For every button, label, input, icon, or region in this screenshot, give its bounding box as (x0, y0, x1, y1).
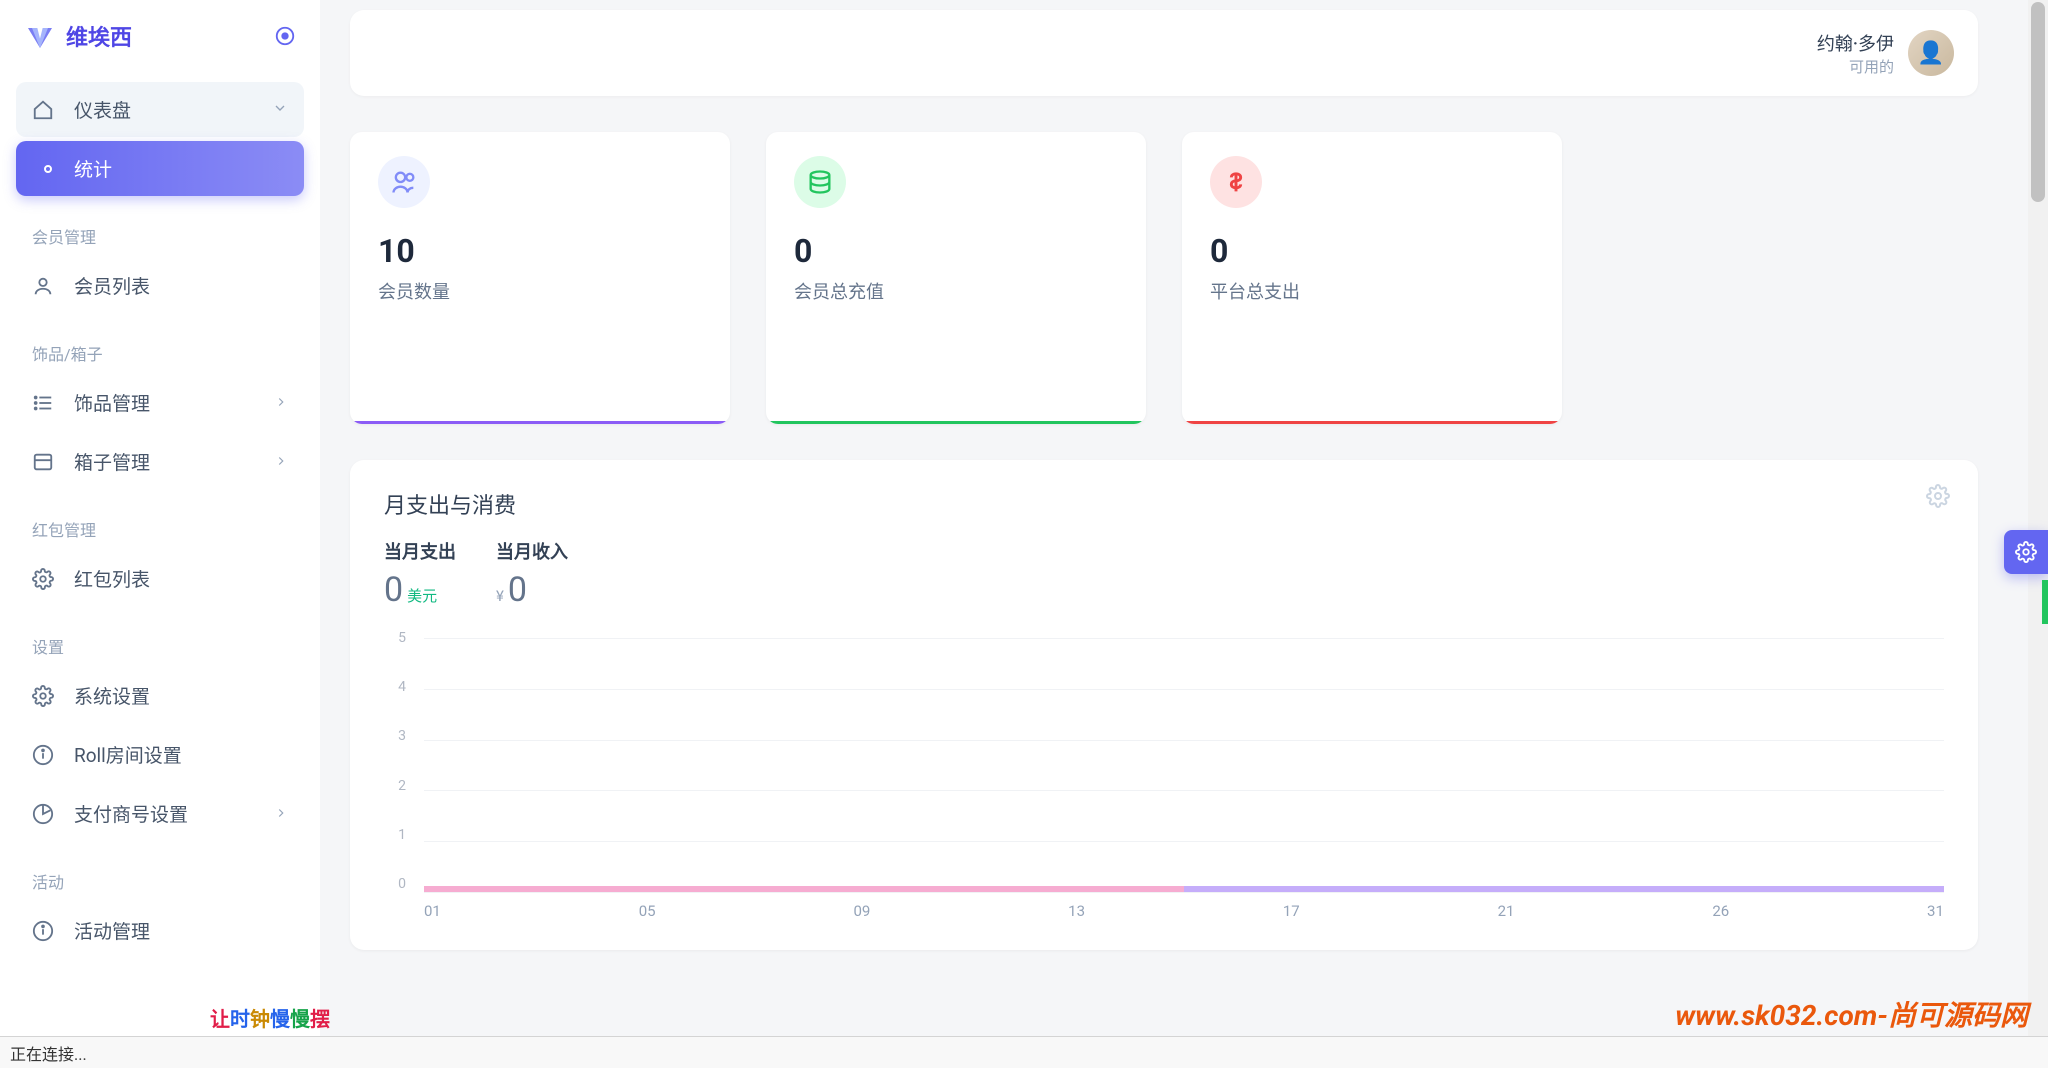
stat-card: 0 会员总充值 (766, 132, 1146, 424)
y-tick: 4 (384, 679, 414, 695)
x-tick: 17 (1283, 902, 1300, 920)
sidebar-item-label: 仪表盘 (74, 96, 131, 123)
sidebar-item-activity[interactable]: 活动管理 (16, 903, 304, 958)
y-tick: 2 (384, 778, 414, 794)
status-text: 正在连接... (10, 1041, 87, 1065)
sidebar-item-dashboard[interactable]: 仪表盘 (16, 82, 304, 137)
sidebar-item-label: 支付商号设置 (74, 800, 188, 827)
chart-metric: 当月收入 ¥0 (496, 538, 568, 610)
scrollbar[interactable] (2028, 0, 2048, 1036)
sidebar-item-payment-settings[interactable]: 支付商号设置 (16, 786, 304, 841)
metric-value: 0 (384, 570, 403, 610)
sidebar-item-label: 活动管理 (74, 917, 150, 944)
x-tick: 01 (424, 902, 441, 920)
info-icon (32, 744, 56, 766)
sidebar-item-label: 饰品管理 (74, 389, 150, 416)
chevron-right-icon (274, 450, 288, 473)
stat-value: 10 (378, 232, 702, 270)
sidebar-item-label: 箱子管理 (74, 448, 150, 475)
sidebar-item-jewelry[interactable]: 饰品管理 (16, 375, 304, 430)
user-status: 可用的 (1817, 56, 1894, 77)
stat-icon (378, 156, 430, 208)
brand-name: 维埃西 (66, 20, 132, 52)
sidebar-item-label: 统计 (74, 155, 112, 182)
side-indicator (2042, 580, 2048, 624)
metric-label: 当月支出 (384, 538, 456, 564)
chart-area: 543210 0105091317212631 (384, 630, 1944, 920)
stat-label: 会员总充值 (794, 278, 1118, 304)
y-tick: 0 (384, 876, 414, 892)
sidebar-item-label: 红包列表 (74, 565, 150, 592)
watermark-left: 让时钟慢慢摆 (210, 1003, 330, 1032)
gear-icon (32, 685, 56, 707)
header: 约翰·多伊 可用的 👤 (350, 10, 1978, 96)
user-name: 约翰·多伊 (1817, 30, 1894, 56)
gear-icon (32, 568, 56, 590)
stat-card: 10 会员数量 (350, 132, 730, 424)
sidebar-item-label: 会员列表 (74, 272, 150, 299)
sidebar-item-stats[interactable]: 统计 (16, 141, 304, 196)
chart-card: 月支出与消费 当月支出 0美元当月收入 ¥0 543210 0105091317… (350, 460, 1978, 950)
sidebar: 维埃西 仪表盘 统计 会员管理 会员列表 饰品/箱子 饰品管理 箱子管理 红包管… (0, 0, 320, 1068)
x-tick: 26 (1712, 902, 1729, 920)
list-icon (32, 392, 56, 414)
stat-value: 0 (1210, 232, 1534, 270)
logo[interactable]: 维埃西 (24, 20, 132, 52)
x-tick: 21 (1498, 902, 1515, 920)
y-tick: 1 (384, 827, 414, 843)
x-tick: 05 (639, 902, 656, 920)
x-tick: 13 (1068, 902, 1085, 920)
y-tick: 3 (384, 728, 414, 744)
box-icon (32, 451, 56, 473)
y-tick: 5 (384, 630, 414, 646)
section-activity: 活动 (16, 845, 304, 903)
stat-value: 0 (794, 232, 1118, 270)
user-icon (32, 275, 56, 297)
sidebar-item-redpack-list[interactable]: 红包列表 (16, 551, 304, 606)
watermark-right: www.sk032.com-尚可源码网 (1675, 994, 2028, 1034)
section-items: 饰品/箱子 (16, 317, 304, 375)
sidebar-item-box[interactable]: 箱子管理 (16, 434, 304, 489)
section-members: 会员管理 (16, 200, 304, 258)
info-icon (32, 920, 56, 942)
x-tick: 09 (853, 902, 870, 920)
home-icon (32, 99, 56, 121)
chart-metric: 当月支出 0美元 (384, 538, 456, 610)
status-bar: 正在连接... (0, 1036, 2048, 1068)
user-menu[interactable]: 约翰·多伊 可用的 👤 (1817, 30, 1954, 77)
section-redpack: 红包管理 (16, 493, 304, 551)
theme-settings-button[interactable] (2004, 530, 2048, 574)
stat-card: 0 平台总支出 (1182, 132, 1562, 424)
sidebar-item-roll-settings[interactable]: Roll房间设置 (16, 727, 304, 782)
sidebar-item-label: Roll房间设置 (74, 741, 182, 768)
sidebar-item-member-list[interactable]: 会员列表 (16, 258, 304, 313)
sidebar-item-label: 系统设置 (74, 682, 150, 709)
gear-icon[interactable] (1926, 484, 1950, 508)
chart-title: 月支出与消费 (384, 488, 1944, 520)
pie-icon (32, 803, 56, 825)
stat-label: 会员数量 (378, 278, 702, 304)
chevron-down-icon (272, 98, 288, 121)
logo-icon (24, 20, 56, 52)
chevron-right-icon (274, 391, 288, 414)
stat-label: 平台总支出 (1210, 278, 1534, 304)
target-icon[interactable] (274, 25, 296, 47)
x-tick: 31 (1927, 902, 1944, 920)
metric-value: 0 (508, 570, 527, 610)
stat-icon (794, 156, 846, 208)
metric-label: 当月收入 (496, 538, 568, 564)
chevron-right-icon (274, 802, 288, 825)
sidebar-item-system-settings[interactable]: 系统设置 (16, 668, 304, 723)
bullet-icon (44, 165, 52, 173)
avatar[interactable]: 👤 (1908, 30, 1954, 76)
section-settings: 设置 (16, 610, 304, 668)
stat-icon (1210, 156, 1262, 208)
